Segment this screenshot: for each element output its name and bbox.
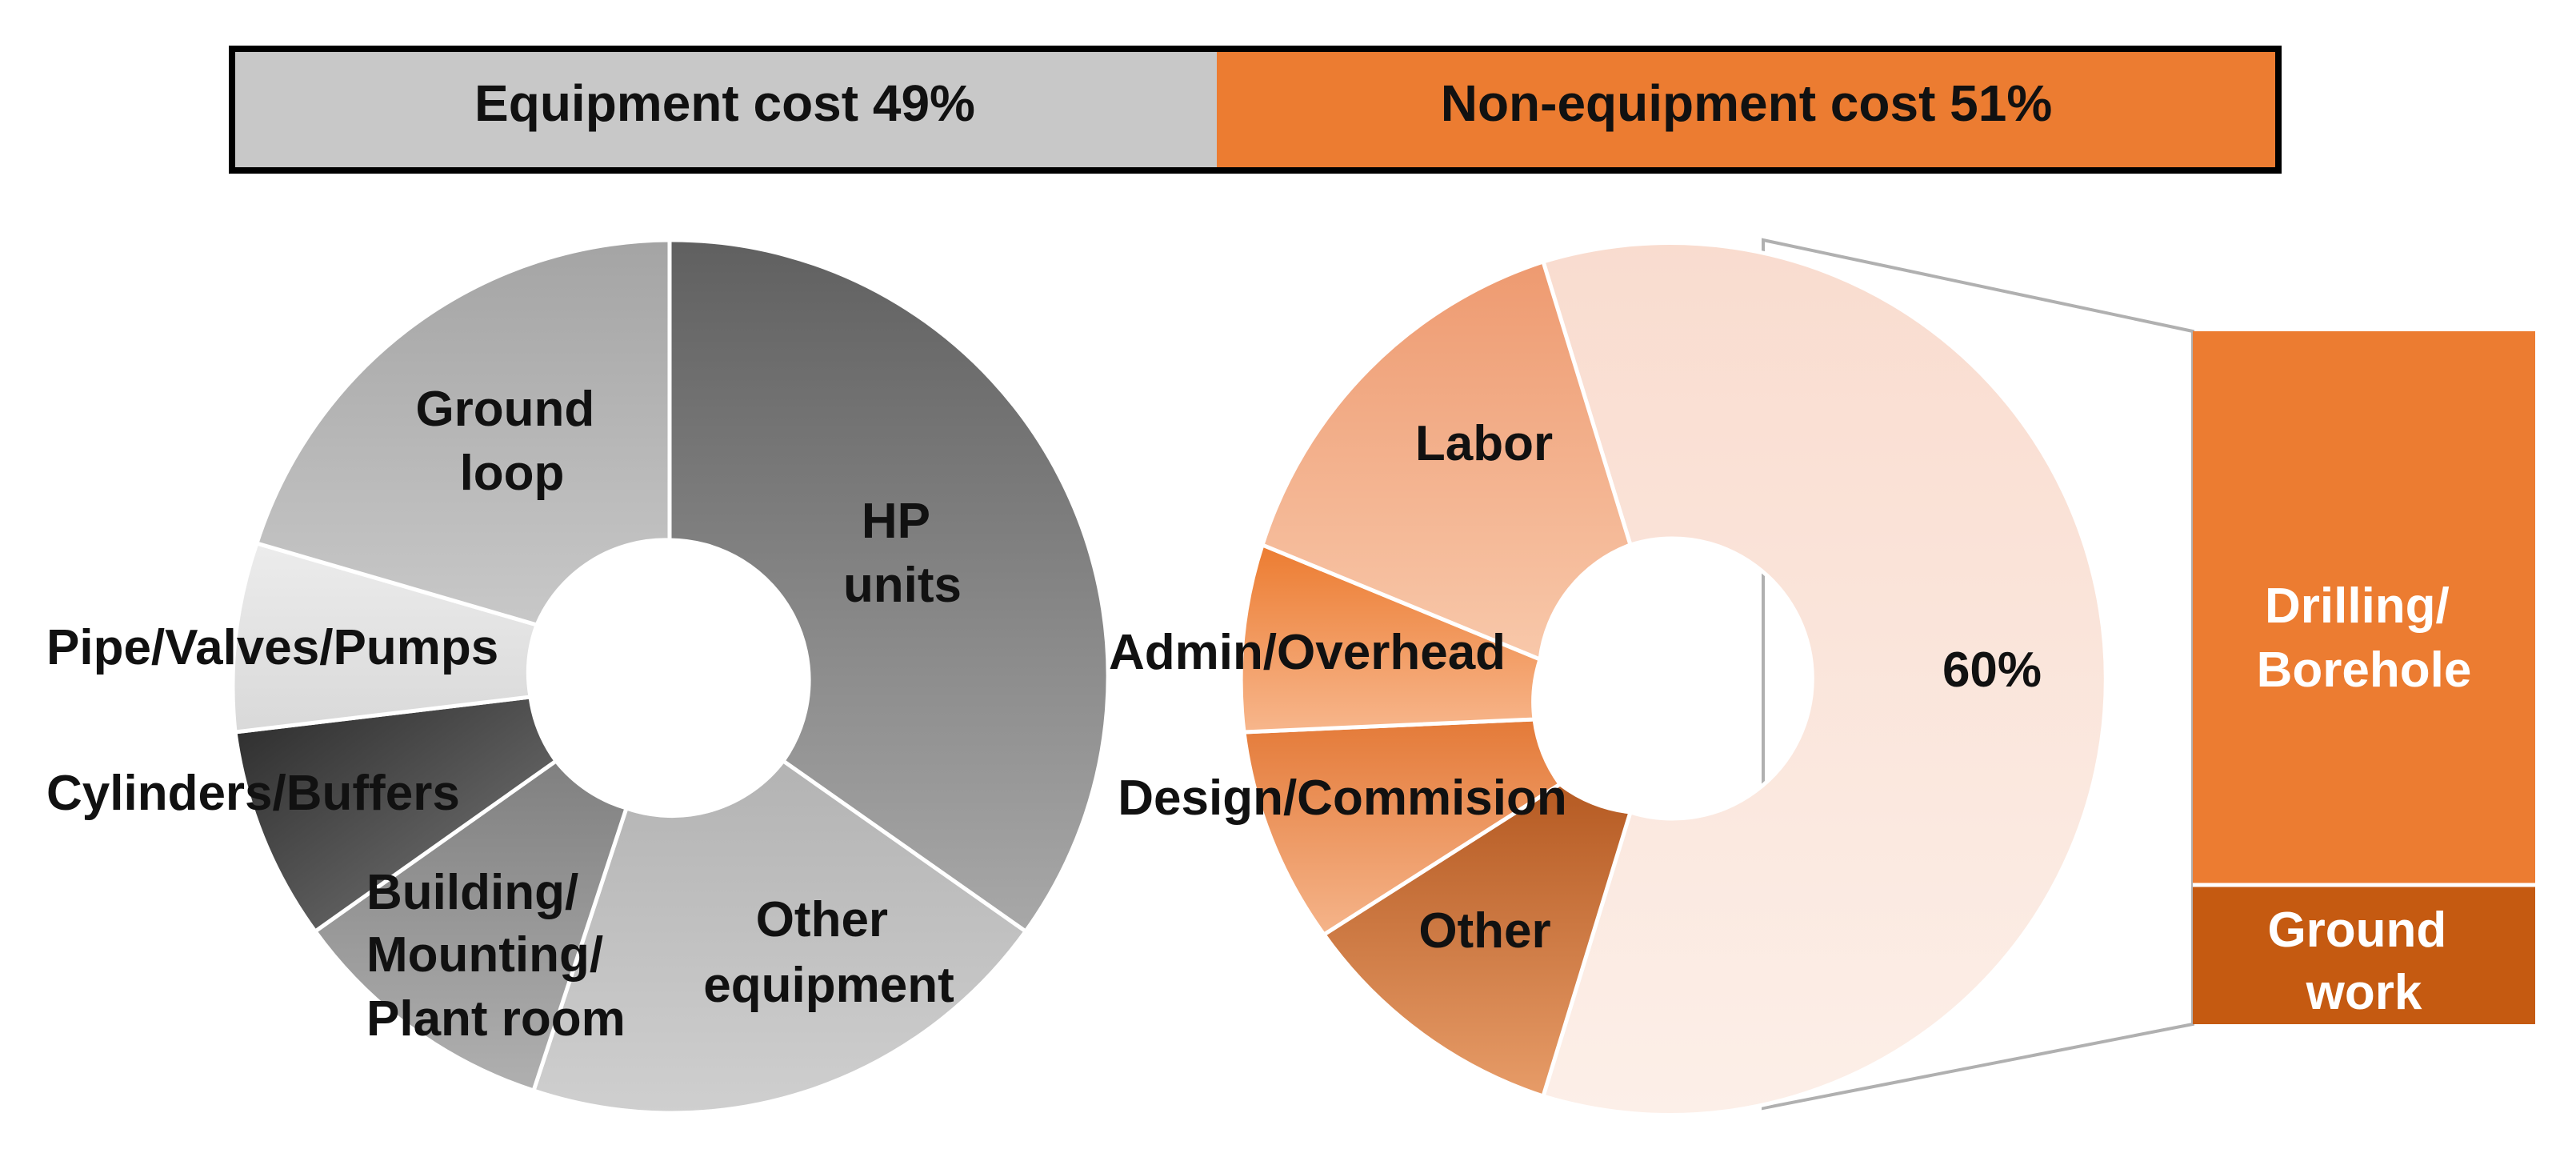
drilling-breakdown-bar: Drilling/ Borehole Ground work [2193,331,2535,1024]
label-non-equipment-cost: Non-equipment cost 51% [1441,74,2053,132]
bar-segment-drilling-borehole [2193,331,2535,885]
slice-hp-units [667,238,1110,935]
label-ground-work: Ground work [2267,903,2460,1020]
slice-drilling-ground-work [1540,241,2108,1117]
label-other: Other [1418,903,1550,959]
slice-other-equipment [530,758,1029,1115]
label-equipment-cost: Equipment cost 49% [474,74,975,132]
bar-segment-equipment [235,52,1217,167]
slice-design-commision [1242,717,1563,938]
label-sixty-percent: 60% [1942,643,2042,698]
bar-segment-ground-work [2193,885,2535,1024]
label-building-mounting-plant-room: Building/ Mounting/ Plant room [366,865,626,1047]
label-drilling-borehole: Drilling/ Borehole [2257,579,2472,698]
slice-cylinders-buffers [233,695,559,935]
bar-segment-non-equipment [1217,52,2275,167]
label-other-equipment: Other equipment [703,892,954,1013]
slice-building-mounting-plant-room [312,758,630,1094]
slice-labor [1259,258,1634,663]
equipment-donut: HP units Other equipment Building/ Mount… [46,238,1110,1115]
label-admin-overhead: Admin/Overhead [1109,625,1506,680]
label-cylinders-buffers: Cylinders/Buffers [46,766,460,821]
non-equipment-donut: 60% Other Design/Commision Admin/Overhea… [1109,238,2194,1117]
slice-other [1321,781,1634,1099]
label-labor: Labor [1415,416,1553,471]
top-cost-bar: Equipment cost 49% Non-equipment cost 51… [229,46,2282,174]
label-hp-units: HP units [843,494,962,613]
slice-ground-loop [254,238,672,628]
label-design-commision: Design/Commision [1118,771,1567,826]
label-pipe-valves-pumps: Pipe/Valves/Pumps [46,620,498,675]
slice-admin-overhead [1238,542,1543,735]
label-ground-loop: Ground loop [415,382,608,501]
